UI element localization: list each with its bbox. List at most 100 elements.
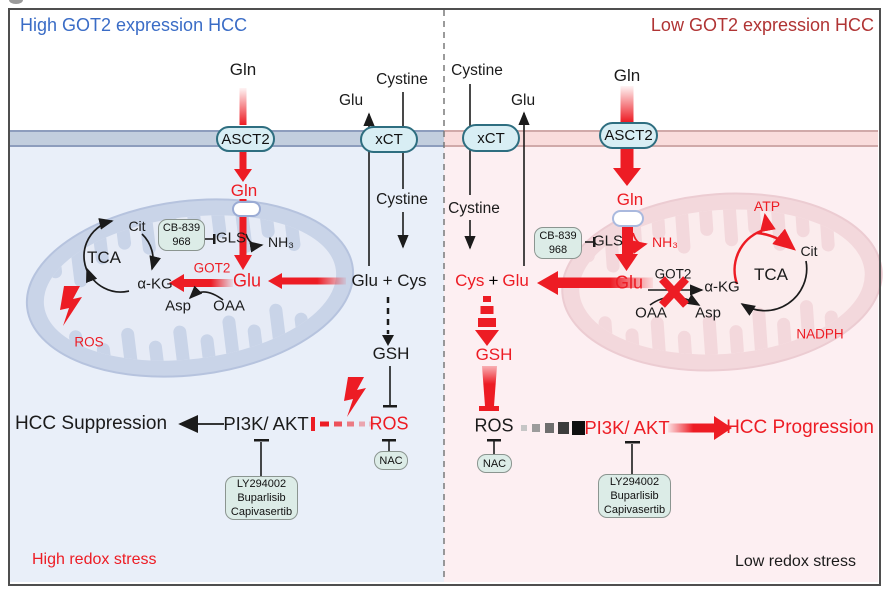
cb839-line2-left: 968 — [172, 236, 191, 248]
xct-label-left: xCT — [375, 131, 403, 148]
cysglu-to-gsh-dashed-arrow-right — [475, 296, 499, 346]
nh3-branch-left — [245, 233, 264, 253]
asct2-transporter-left: ASCT2 — [216, 126, 275, 152]
nh3-branch-right — [630, 232, 648, 255]
cys-label-right: Cys — [455, 271, 485, 290]
ros-inhibits-pi3k-dashed-left — [311, 417, 374, 431]
nh3-label-right: NH₃ — [652, 234, 678, 250]
outcome-label-left: HCC Suppression — [14, 413, 168, 434]
oaa-to-asp-curve-left — [188, 285, 224, 301]
gln-extracellular-label-right: Gln — [613, 66, 641, 85]
glu-to-cysglu-shaft-right — [558, 277, 653, 288]
channel-icon-right — [612, 210, 644, 227]
glu-extracellular-label-left: Glu — [338, 92, 364, 109]
panel-title-left: High GOT2 expression HCC — [20, 15, 248, 35]
gln-into-mito-shaft-left — [239, 199, 247, 256]
gln-cytosol-label-left: Gln — [230, 181, 258, 200]
nh3-label-left: NH₃ — [268, 234, 294, 250]
glu-to-akg-head-left — [169, 274, 184, 292]
akg-label-left: α-KG — [137, 275, 173, 293]
drug-inhibits-pi3k-tbar-right — [625, 441, 640, 444]
gln-cytosol-label-right: Gln — [616, 190, 644, 209]
inhibitor3-right: Capivasertib — [603, 504, 666, 517]
glucys-to-mito-head-left — [268, 273, 282, 289]
glu-mito-label-left: Glu — [232, 270, 262, 291]
pi3k-inhibitor-box-right: LY294002 Buparlisib Capivasertib — [598, 474, 671, 518]
gls-enzyme-label-right: GLS — [592, 232, 624, 250]
tca-to-atp-red-right — [759, 213, 776, 234]
channel-icon-left — [232, 201, 261, 217]
glu-to-cysglu-head-right — [537, 271, 558, 295]
nac-drug-box-left: NAC — [374, 451, 408, 470]
nac-label-left: NAC — [379, 454, 403, 467]
inhibitor2-right: Buparlisib — [610, 489, 659, 502]
inhibitor1-right: LY294002 — [609, 475, 660, 488]
nac-label-right: NAC — [482, 457, 507, 470]
xct-label-right: xCT — [477, 129, 505, 147]
asct2-transporter-right: ASCT2 — [599, 122, 658, 149]
redox-status-left: High redox stress — [32, 551, 157, 568]
drug-inhibits-pi3k-tbar-left — [254, 439, 269, 442]
asp-label-left: Asp — [165, 297, 191, 315]
glu-cys-pool-label-left: Glu + Cys — [351, 271, 427, 290]
nac-drug-box-right: NAC — [477, 454, 512, 473]
pi3k-akt-label-right: PI3K/ AKT — [584, 417, 670, 438]
glu-to-akg-shaft-left — [184, 279, 233, 287]
ros-mito-label-left: ROS — [74, 334, 104, 350]
cystine-extracellular-label-left: Cystine — [376, 71, 428, 88]
cit-label-left: Cit — [128, 218, 146, 234]
cb839-inhibits-gls-bar-left — [213, 234, 216, 244]
tca-arc2-left — [141, 233, 161, 271]
cb839-line2-right: 968 — [548, 244, 568, 256]
glu-extracellular-label-right: Glu — [510, 92, 536, 109]
nac-inhibits-ros-tbar-left — [382, 439, 396, 442]
asct2-label-right: ASCT2 — [604, 127, 653, 144]
cb839-drug-box-left: CB-839 968 — [158, 219, 205, 251]
gsh-label-right: GSH — [475, 345, 513, 364]
ros-lightning-icon-mito — [60, 286, 82, 326]
pi3k-inhibitor-box-left: LY294002 Buparlisib Capivasertib — [225, 476, 298, 520]
gln-into-mito-head-right — [615, 254, 638, 271]
inhibitor2-left: Buparlisib — [237, 491, 286, 504]
blocked-x-icon — [659, 276, 689, 308]
ros-lightning-icon-bottom — [344, 377, 366, 417]
oaa-label-right: OAA — [635, 304, 667, 322]
oaa-label-left: OAA — [213, 297, 245, 315]
cell-membrane-right — [444, 130, 878, 147]
atp-label-right: ATP — [753, 198, 781, 214]
ros-to-pi3k-gradient-dots — [521, 421, 585, 435]
gln-into-cell-head-right — [613, 168, 641, 186]
pi3k-akt-label-left: PI3K/ AKT — [223, 413, 309, 434]
pi3k-to-progression-shaft — [668, 423, 714, 433]
gln-into-cell-shaft-left — [239, 151, 247, 170]
nac-inhibits-ros-tbar-right — [487, 439, 501, 442]
xct-transporter-left: xCT — [360, 126, 418, 153]
cystine-extracellular-label-right: Cystine — [451, 62, 503, 79]
tca-to-cit-red-right — [756, 228, 796, 251]
cystine-cytosol-label-left: Cystine — [376, 191, 428, 208]
asp-label-right: Asp — [695, 304, 721, 322]
inhibitor3-left: Capivasertib — [230, 506, 293, 519]
gln-uptake-arrow-left — [239, 88, 247, 125]
ros-label-right: ROS — [474, 415, 514, 436]
got2-enzyme-label-left: GOT2 — [193, 260, 231, 276]
glucys-to-gsh-head-left — [382, 335, 394, 346]
gsh-inhibits-ros-bar-right — [482, 366, 497, 406]
tca-cycle-label-right: TCA — [754, 265, 788, 284]
gsh-inhibits-ros-tbar-left — [383, 405, 397, 408]
redox-status-right: Low redox stress — [735, 553, 856, 570]
cb839-line1-right: CB-839 — [539, 229, 577, 242]
cys-glu-pool-label-right: Cys + Glu — [455, 271, 529, 291]
cb839-drug-box-right: CB-839 968 — [534, 227, 582, 259]
gln-into-cell-head-left — [234, 169, 252, 182]
cb839-inhibits-gls-bar-right — [593, 237, 596, 247]
gln-into-mito-head-left — [234, 255, 252, 270]
cropped-label-fragment — [9, 0, 23, 4]
glu-free-label-right: Glu — [502, 271, 529, 290]
got2-enzyme-label-right: GOT2 — [654, 266, 692, 282]
cb839-line1-left: CB-839 — [162, 221, 201, 234]
cit-label-right: Cit — [800, 243, 818, 259]
glu-mito-label-right: Glu — [614, 272, 644, 293]
